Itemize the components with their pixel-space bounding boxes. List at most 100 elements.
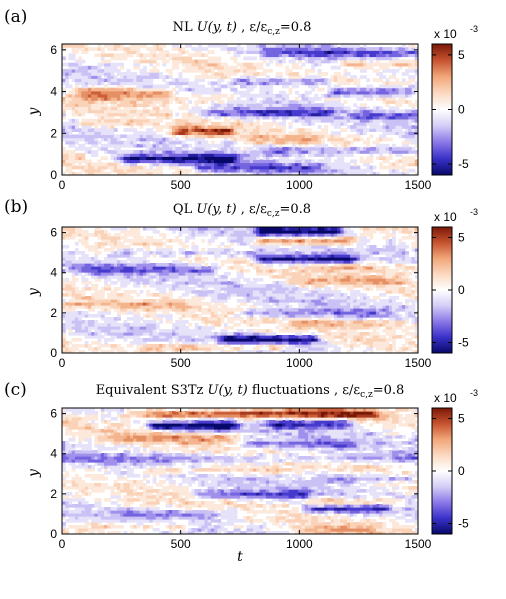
heatmap-cell [227,140,231,145]
heatmap-cell [379,65,383,70]
heatmap-cell [223,165,228,170]
heatmap-cell [369,326,374,330]
heatmap-cell [133,47,138,51]
heatmap-cell [388,168,393,173]
heatmap-cell [333,78,338,83]
heatmap-cell [385,332,390,336]
heatmap-cell [301,128,306,132]
heatmap-cell [230,47,235,51]
heatmap-cell [129,332,134,336]
heatmap-cell [375,109,380,114]
heatmap-cell [256,137,261,142]
heatmap-cell [252,75,257,79]
heatmap-cell [333,308,338,312]
heatmap-cell [282,159,286,164]
heatmap-cell [197,140,202,145]
heatmap-cell [65,314,70,318]
heatmap-cell [356,308,361,312]
heatmap-cell [181,97,186,101]
heatmap-cell [314,78,319,83]
heatmap-cell [194,317,199,321]
heatmap-cell [149,314,154,318]
heatmap-cell [123,338,128,342]
heatmap-cell [94,150,99,154]
heatmap-cell [155,146,160,151]
heatmap-cell [291,350,296,353]
heatmap-cell [110,156,115,161]
heatmap-cell [100,311,105,315]
heatmap-cell [68,100,73,104]
heatmap-cell [265,344,270,348]
heatmap-cell [256,344,261,348]
heatmap-cell [369,159,374,164]
heatmap-cell [388,112,393,117]
heatmap-cell [68,347,73,351]
heatmap-cell [343,75,348,79]
heatmap-cell [84,93,89,98]
heatmap-cell [123,93,128,98]
heatmap-cell [288,90,293,95]
heatmap-cell [395,317,400,321]
heatmap-cell [223,162,228,167]
heatmap-cell [113,165,118,170]
heatmap-cell [392,308,396,312]
heatmap-cell [172,78,176,83]
heatmap-cell [350,168,354,173]
heatmap-cell [191,131,196,136]
heatmap-cell [243,56,248,61]
heatmap-cell [278,53,283,58]
heatmap-cell [288,125,293,129]
heatmap-cell [123,134,128,139]
heatmap-cell [304,137,309,142]
heatmap-cell [142,165,147,170]
heatmap-cell [204,112,209,117]
heatmap-cell [375,150,380,154]
heatmap-cell [259,137,264,142]
heatmap-cell [246,308,251,312]
heatmap-cell [411,350,416,353]
heatmap-cell [162,156,167,161]
heatmap-cell [87,131,92,136]
heatmap-cell [295,323,299,327]
heatmap-cell [71,90,76,95]
heatmap-cell [210,335,215,339]
heatmap-cell [395,171,400,175]
heatmap-cell [350,128,354,132]
heatmap-cell [343,56,348,61]
heatmap-cell [320,320,325,324]
heatmap-cell [262,150,267,154]
heatmap-cell [175,112,180,117]
heatmap-cell [133,90,138,95]
heatmap-cell [65,100,70,104]
heatmap-cell [327,78,332,83]
heatmap-cell [298,47,303,51]
heatmap-cell [155,338,160,342]
heatmap-cell [369,125,374,129]
heatmap-cell [126,75,131,79]
heatmap-cell [100,100,105,104]
heatmap-cell [62,87,66,92]
heatmap-cell [298,103,303,107]
heatmap-cell [162,347,167,351]
heatmap-cell [184,320,189,324]
heatmap-cell [375,72,380,76]
heatmap-cell [398,93,403,98]
heatmap-cell [133,131,138,136]
heatmap-cell [78,47,83,51]
heatmap-cell [184,97,189,101]
heatmap-cell [194,156,199,161]
heatmap-cell [320,326,325,330]
heatmap-cell [405,314,409,318]
heatmap-cell [350,153,354,157]
heatmap-cell [375,128,380,132]
heatmap-cell [123,159,128,164]
heatmap-cell [337,165,341,170]
heatmap-cell [291,338,296,342]
heatmap-cell [236,103,241,107]
heatmap-cell [265,146,270,151]
heatmap-cell [337,347,341,351]
heatmap-cell [388,347,393,351]
heatmap-cell [324,78,328,83]
heatmap-cell [123,308,128,312]
heatmap-cell [414,323,418,327]
